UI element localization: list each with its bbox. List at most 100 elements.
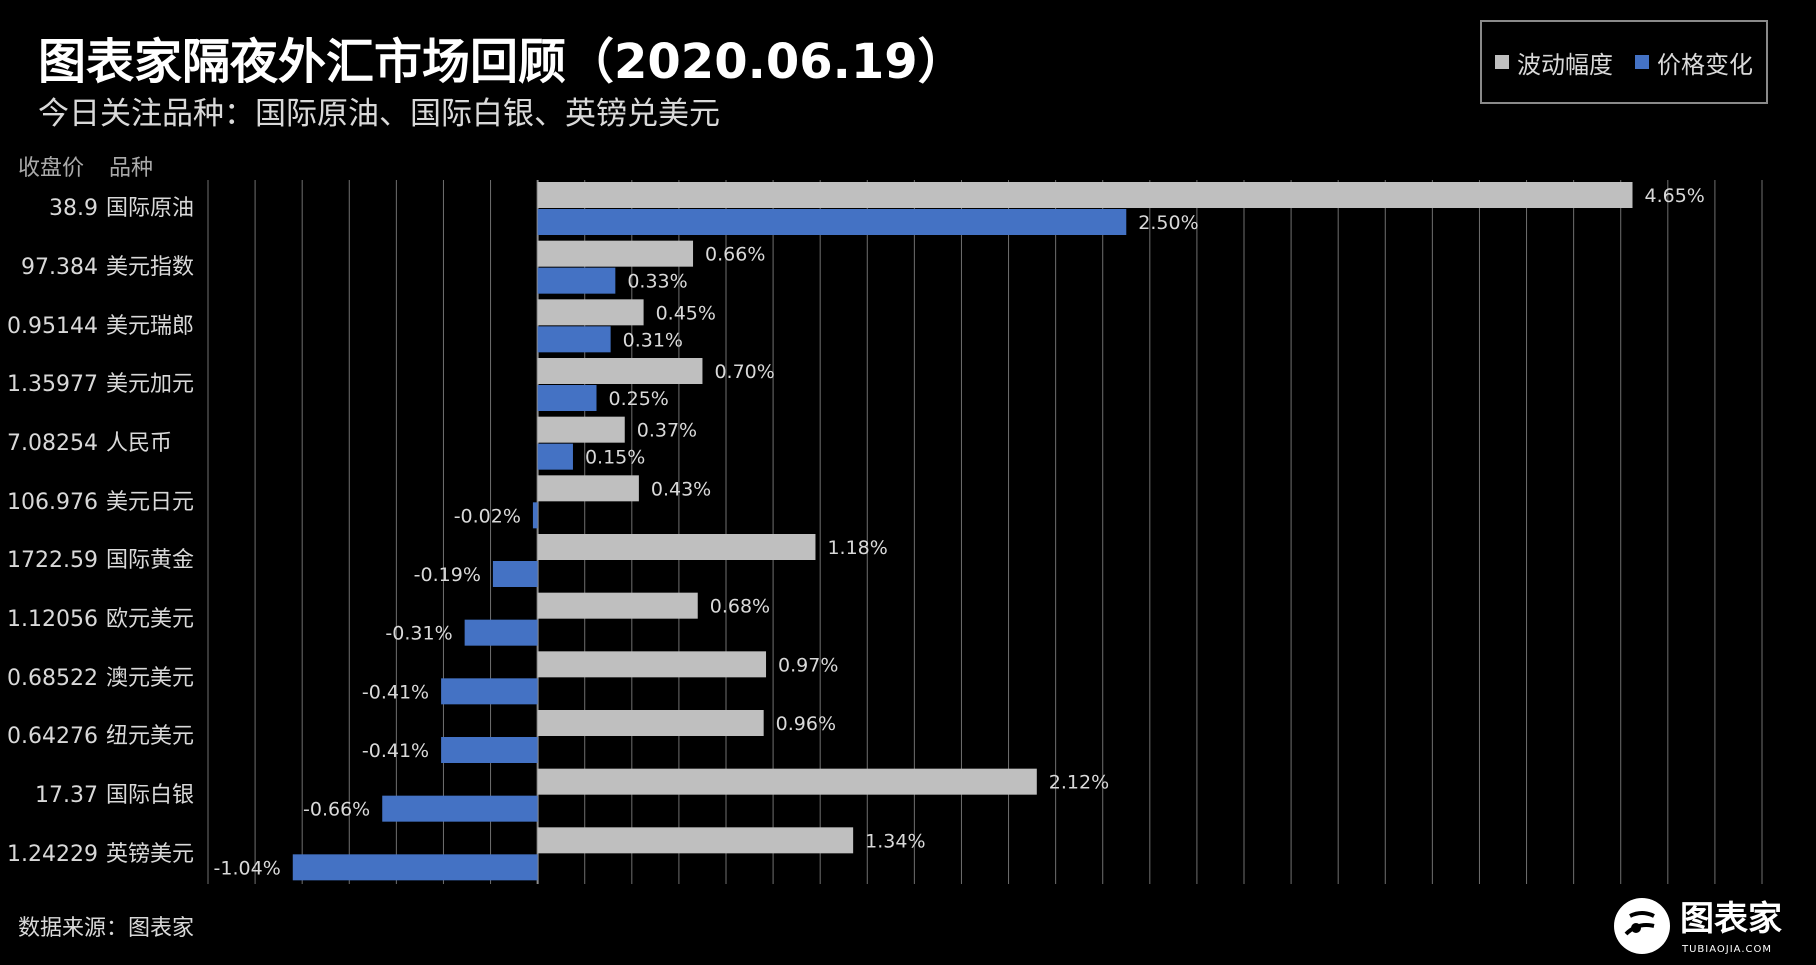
closing-price: 1.24229 — [7, 841, 98, 867]
category-label: 美元指数 — [106, 255, 195, 280]
closing-price: 0.64276 — [7, 724, 98, 750]
chart-subtitle: 今日关注品种：国际原油、国际白银、英镑兑美元 — [38, 96, 720, 132]
amplitude-bar-4 — [537, 416, 625, 443]
category-label: 国际黄金 — [106, 548, 195, 574]
svg-text:图表家: 图表家 — [1680, 899, 1782, 939]
change-bar-5 — [532, 502, 538, 529]
change-bar-4 — [537, 443, 573, 470]
amplitude-label-6: 1.18% — [827, 537, 887, 559]
change-bar-8 — [441, 678, 538, 705]
change-label-9: -0.41% — [362, 740, 429, 762]
source-note: 数据来源：图表家 — [18, 916, 195, 941]
column-header-name: 品种 — [109, 156, 154, 181]
change-label-7: -0.31% — [385, 623, 452, 645]
closing-price: 17.37 — [35, 783, 98, 808]
row-label: 1.24229 英镑美元 — [0, 840, 194, 870]
legend-item-amplitude: 波动幅度 — [1495, 45, 1613, 80]
change-label-8: -0.41% — [362, 681, 429, 703]
change-bar-0 — [537, 209, 1127, 235]
change-label-1: 0.33% — [627, 271, 687, 293]
row-label: 1.35977 美元加元 — [0, 370, 194, 400]
svg-text:TUBIAOJIA.COM: TUBIAOJIA.COM — [1681, 944, 1772, 955]
amplitude-label-4: 0.37% — [637, 420, 697, 442]
change-bar-10 — [382, 795, 538, 822]
row-label: 17.37 国际白银 — [0, 781, 194, 811]
change-bar-7 — [464, 619, 538, 646]
brand-logo: 图表家 TUBIAOJIA.COM — [1614, 898, 1782, 955]
row-label: 0.95144 美元瑞郎 — [0, 312, 194, 342]
amplitude-bar-6 — [537, 534, 816, 560]
amplitude-label-3: 0.70% — [714, 361, 774, 383]
column-header-price: 收盘价 — [18, 156, 85, 181]
change-bar-11 — [292, 854, 538, 881]
amplitude-bar-10 — [537, 768, 1037, 795]
category-label: 美元瑞郎 — [106, 313, 195, 339]
amplitude-label-9: 0.96% — [776, 713, 836, 735]
chart-legend: 波动幅度 价格变化 — [1480, 20, 1768, 104]
change-bar-3 — [537, 385, 597, 411]
change-label-11: -1.04% — [214, 857, 281, 879]
closing-price: 106.976 — [7, 489, 98, 515]
change-bar-6 — [492, 561, 538, 587]
change-label-10: -0.66% — [303, 799, 370, 821]
change-label-0: 2.50% — [1138, 212, 1198, 234]
amplitude-bar-0 — [537, 182, 1633, 208]
amplitude-label-11: 1.34% — [865, 830, 925, 852]
closing-price: 1722.59 — [7, 548, 98, 574]
change-label-5: -0.02% — [454, 505, 521, 527]
column-headers: 收盘价 品种 — [18, 150, 153, 182]
closing-price: 0.68522 — [7, 665, 98, 691]
category-label: 欧元美元 — [106, 607, 195, 632]
row-label: 97.384 美元指数 — [0, 253, 194, 283]
amplitude-label-10: 2.12% — [1049, 772, 1109, 794]
category-label: 国际白银 — [106, 783, 195, 808]
amplitude-bar-2 — [537, 299, 644, 326]
closing-price: 0.95144 — [7, 313, 98, 339]
row-label: 0.68522 澳元美元 — [0, 664, 194, 694]
change-bar-1 — [537, 267, 616, 294]
amplitude-bar-8 — [537, 651, 767, 678]
category-label: 国际原油 — [106, 196, 195, 222]
row-label: 1722.59 国际黄金 — [0, 546, 194, 576]
category-label: 美元加元 — [106, 372, 195, 398]
legend-item-change: 价格变化 — [1635, 45, 1753, 80]
category-label: 英镑美元 — [106, 841, 195, 867]
change-bar-9 — [441, 737, 538, 763]
closing-price: 38.9 — [49, 196, 98, 222]
amplitude-label-0: 4.65% — [1645, 185, 1705, 207]
category-label: 美元日元 — [106, 489, 195, 515]
amplitude-bar-5 — [537, 475, 639, 502]
legend-label-change: 价格变化 — [1657, 50, 1753, 79]
legend-label-amplitude: 波动幅度 — [1517, 50, 1613, 79]
chart-title: 图表家隔夜外汇市场回顾（2020.06.19） — [38, 34, 966, 90]
change-label-6: -0.19% — [414, 564, 481, 586]
change-label-4: 0.15% — [585, 447, 645, 469]
change-label-3: 0.25% — [609, 388, 669, 410]
amplitude-bar-1 — [537, 240, 694, 267]
amplitude-bar-11 — [537, 827, 854, 854]
amplitude-label-8: 0.97% — [778, 654, 838, 676]
legend-swatch-amplitude — [1495, 55, 1509, 69]
change-label-2: 0.31% — [623, 329, 683, 351]
closing-price: 1.12056 — [7, 607, 98, 632]
closing-price: 7.08254 — [7, 431, 98, 456]
row-label: 7.08254 人民币 — [0, 429, 172, 459]
amplitude-label-2: 0.45% — [656, 302, 716, 324]
closing-price: 97.384 — [21, 255, 98, 280]
amplitude-bar-3 — [537, 358, 703, 384]
amplitude-label-7: 0.68% — [710, 596, 770, 618]
amplitude-bar-7 — [537, 592, 698, 619]
category-label: 澳元美元 — [106, 665, 195, 691]
category-label: 纽元美元 — [106, 724, 195, 750]
row-label: 0.64276 纽元美元 — [0, 722, 194, 752]
row-label: 1.12056 欧元美元 — [0, 605, 194, 635]
row-label: 106.976 美元日元 — [0, 488, 194, 518]
category-label: 人民币 — [106, 431, 173, 456]
change-bar-2 — [537, 326, 611, 353]
amplitude-label-1: 0.66% — [705, 244, 765, 266]
amplitude-bar-9 — [537, 710, 764, 736]
row-label: 38.9 国际原油 — [0, 194, 194, 224]
amplitude-label-5: 0.43% — [651, 478, 711, 500]
legend-swatch-change — [1635, 55, 1649, 69]
